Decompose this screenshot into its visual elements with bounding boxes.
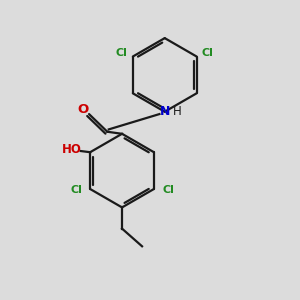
Text: HO: HO <box>62 143 82 156</box>
Text: O: O <box>77 103 88 116</box>
Text: H: H <box>173 105 182 118</box>
Text: Cl: Cl <box>162 185 174 196</box>
Text: Cl: Cl <box>202 48 214 58</box>
Text: Cl: Cl <box>70 185 82 196</box>
Text: Cl: Cl <box>116 48 127 58</box>
Text: N: N <box>160 105 170 118</box>
